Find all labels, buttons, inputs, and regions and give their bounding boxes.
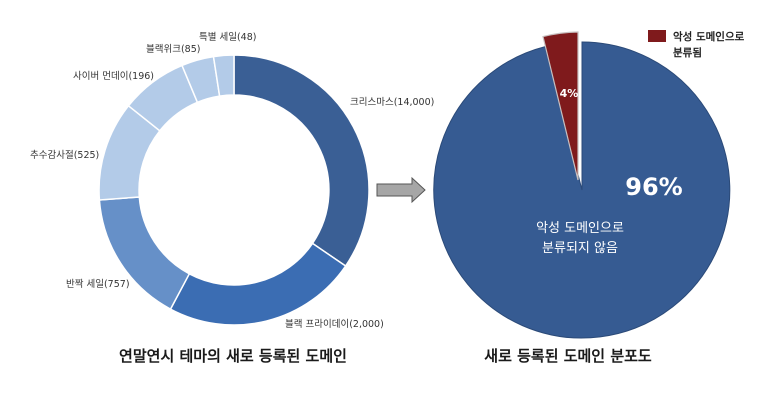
- label-thanksgiving: 추수감사절(525): [30, 149, 99, 161]
- donut-chart: [98, 54, 370, 326]
- pie-label-benign-pct: 96%: [625, 173, 682, 201]
- label-flash-sale: 반짝 세일(757): [66, 279, 130, 290]
- donut-slice-special-sale: [212, 54, 235, 97]
- label-black-friday: 블랙 프라이데이(2,000): [285, 319, 384, 330]
- pie-inner-label-line1: 악성 도메인으로: [536, 221, 624, 236]
- legend-label-line2: 분류됨: [673, 46, 702, 59]
- pie-inner-label-line2: 분류되지 않음: [542, 241, 618, 256]
- pie-label-malicious-pct: 4%: [560, 87, 579, 100]
- donut-slice-black-friday: [169, 242, 347, 326]
- legend-swatch-malicious: [648, 30, 666, 42]
- label-special-sale: 특별 세일(48): [199, 32, 256, 43]
- donut-slice-flash-sale: [98, 196, 191, 311]
- label-black-week: 블랙위크(85): [146, 43, 200, 55]
- label-cyber-monday: 사이버 먼데이(196): [73, 71, 154, 82]
- legend-label-line1: 악성 도메인으로: [673, 30, 745, 43]
- pie-chart: [433, 31, 731, 339]
- donut-title: 연말연시 테마의 새로 등록된 도메인: [119, 347, 347, 365]
- arrow-right-icon: [376, 176, 426, 204]
- label-christmas: 크리스마스(14,000): [350, 97, 434, 108]
- pie-slice-benign: [433, 41, 731, 339]
- donut-slice-christmas: [233, 54, 370, 268]
- pie-slice-malicious: [542, 31, 579, 181]
- pie-title: 새로 등록된 도메인 분포도: [484, 347, 652, 365]
